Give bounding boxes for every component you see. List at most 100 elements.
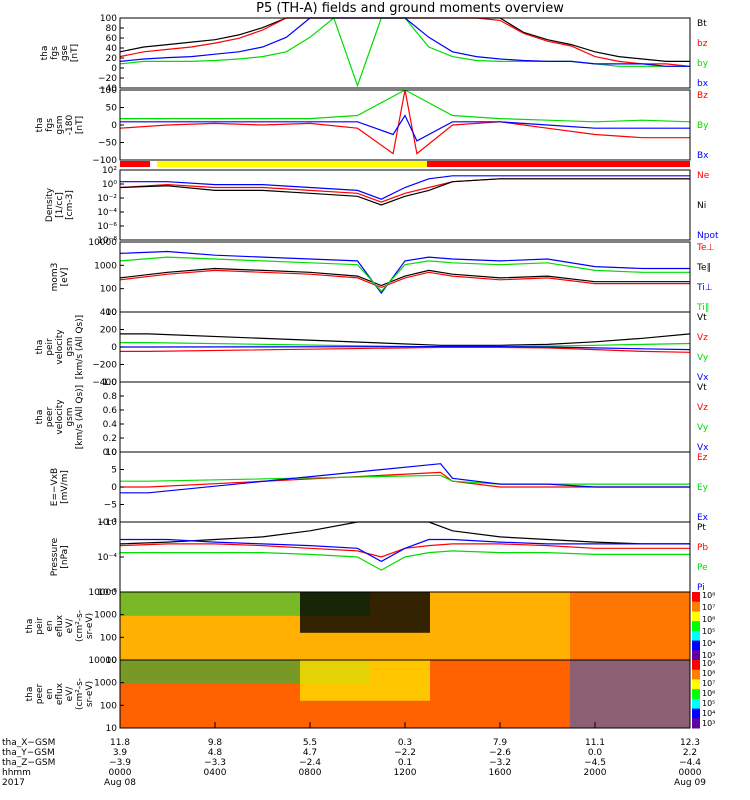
y-axis-label: eV/ <box>65 686 75 702</box>
time-axis-value: −2.6 <box>489 748 511 758</box>
colorbar-tick-label: 10⁸ <box>702 591 715 600</box>
time-axis-value: 1200 <box>394 768 417 778</box>
status-strip-segment <box>120 161 150 167</box>
y-tick-label: 0 <box>111 483 117 493</box>
y-axis-label: [nPa] <box>60 545 70 568</box>
time-axis-row-label: hhmm <box>2 768 31 778</box>
series-line-Pb <box>119 543 690 558</box>
y-axis-label: [nT] <box>75 116 85 134</box>
y-axis-label: velocity <box>55 399 65 435</box>
y-axis-label: [mV/m] <box>60 470 70 504</box>
panel-peir-velocity: 400 200 0 −200 −400 tha peir velocity gsm [km/s (… <box>35 308 709 388</box>
legend-entry: Te∥ <box>696 263 711 273</box>
series-line-Vz <box>120 346 691 353</box>
legend-entry: Ti∥ <box>696 303 709 313</box>
y-tick-label: 10⁻⁴ <box>97 553 117 563</box>
y-tick-label: 100 <box>100 633 117 643</box>
y-axis-label: [cm-3] <box>65 190 75 220</box>
y-axis-label: (cm²-s- <box>75 610 85 642</box>
y-tick-label: 10⁻⁶ <box>97 588 117 598</box>
y-axis-label: fgs <box>45 118 55 132</box>
y-tick-label: −40 <box>98 84 117 94</box>
y-tick-label: 1000 <box>94 611 117 621</box>
legend-entry: Pi <box>697 583 705 593</box>
series-line-Pe <box>120 550 690 571</box>
colorbar-tick-label: 10⁵ <box>702 699 715 708</box>
colorbar-tick-label: 10⁴ <box>702 709 715 718</box>
y-axis-label: eV/ <box>65 618 75 634</box>
y-tick-label: 10000 <box>88 656 117 666</box>
time-axis: tha_X−GSM 11.8 9.8 5.5 0.3 7.9 11.1 12.3 tha_Y−G… <box>2 722 706 788</box>
panel-pressure: 10⁻² 10⁻⁴ 10⁻⁶ Pressure [nPa] Pt Pb Pe Pi <box>50 518 708 598</box>
y-axis-label: Pressure <box>50 537 60 576</box>
y-tick-label: −100 <box>92 156 117 166</box>
time-axis-value: −3.9 <box>109 758 131 768</box>
colorbar-swatch <box>692 640 700 651</box>
y-tick-label: 100 <box>100 14 117 24</box>
time-axis-row-label: tha_Z−GSM <box>2 758 55 768</box>
legend-entry: Vt <box>697 383 707 393</box>
time-axis-row-label: 2017 <box>2 778 25 788</box>
y-axis-label: en <box>45 688 55 699</box>
series-line-Vt <box>120 333 691 346</box>
y-tick-label: 1000 <box>94 261 117 271</box>
y-tick-label: 200 <box>100 326 117 336</box>
y-axis-label: Density <box>45 187 55 222</box>
y-tick-label: 10000 <box>88 238 117 248</box>
legend-entry: Ex <box>697 513 709 523</box>
legend-entry: Bx <box>697 151 709 161</box>
spectrogram-region <box>300 660 430 701</box>
legend-entry: Bt <box>697 19 707 29</box>
y-tick-label: 10⁻⁸ <box>97 236 117 246</box>
y-tick-label: 10⁻² <box>97 194 117 204</box>
y-axis-label: peir <box>45 338 55 356</box>
y-axis-label: (cm²-s- <box>75 678 85 710</box>
y-axis-label: gsm <box>65 337 75 356</box>
y-tick-label: 100 <box>100 285 117 295</box>
colorbar-tick-label: 10⁹ <box>702 659 715 668</box>
y-axis-label: tha <box>35 118 45 133</box>
time-axis-value: 4.8 <box>208 748 223 758</box>
time-axis-value: 0000 <box>679 768 702 778</box>
legend-entry: Vt <box>697 313 707 323</box>
panel-temperature: 10000 1000 100 10 mom3 [eV] Te⊥ Te∥ Ti⊥ Ti∥ <box>50 238 715 318</box>
panel-density: 10² 10⁰ 10⁻² 10⁻⁴ 10⁻⁶ 10⁻⁸ Density [1/cc] [cm-3… <box>45 166 719 246</box>
page-title: P5 (TH-A) fields and ground moments over… <box>256 1 564 16</box>
time-axis-value: 0000 <box>109 768 132 778</box>
series-line-Ex <box>120 463 690 494</box>
time-axis-value: 0400 <box>204 768 227 778</box>
colorbar-swatch <box>692 611 700 622</box>
y-axis-label: fgs <box>50 46 60 60</box>
legend-entry: Ni <box>697 201 706 211</box>
y-tick-label: 10² <box>102 166 117 176</box>
time-axis-value: −4.4 <box>679 758 701 768</box>
colorbar-swatch <box>692 650 700 661</box>
legend-entry: Ez <box>697 453 708 463</box>
panel-peer-velocity: 1.0 0.8 0.6 0.4 0.2 0.0 tha peer velocity gsm [km/… <box>35 378 709 458</box>
y-tick-label: 0.8 <box>103 392 118 402</box>
y-tick-label: 0.2 <box>103 434 117 444</box>
time-axis-value: 4.7 <box>303 748 317 758</box>
y-tick-label: 10⁰ <box>102 180 117 190</box>
time-axis-value: Aug 09 <box>674 778 706 788</box>
colorbar-swatch <box>692 669 700 680</box>
colorbar-tick-label: 10⁶ <box>702 615 715 624</box>
colorbar-tick-label: 10³ <box>702 651 715 660</box>
series-line-bz <box>119 17 691 67</box>
series-line-Ey <box>120 474 690 485</box>
colorbar-tick-label: 10⁷ <box>702 679 715 688</box>
y-axis-label: tha <box>25 687 35 702</box>
y-tick-label: 10 <box>106 448 118 458</box>
time-axis-value: 2000 <box>584 768 607 778</box>
y-axis-label: -180 <box>65 115 75 136</box>
series-line-Ne <box>119 178 690 203</box>
time-axis-value: −3.3 <box>204 758 226 768</box>
legend-entry: Pt <box>697 523 706 533</box>
time-axis-value: −3.2 <box>489 758 511 768</box>
series-line-Ti⊥ <box>119 250 690 295</box>
y-tick-label: 400 <box>100 308 117 318</box>
legend-entry: Npot <box>697 231 719 241</box>
spectrogram-region <box>300 592 430 633</box>
